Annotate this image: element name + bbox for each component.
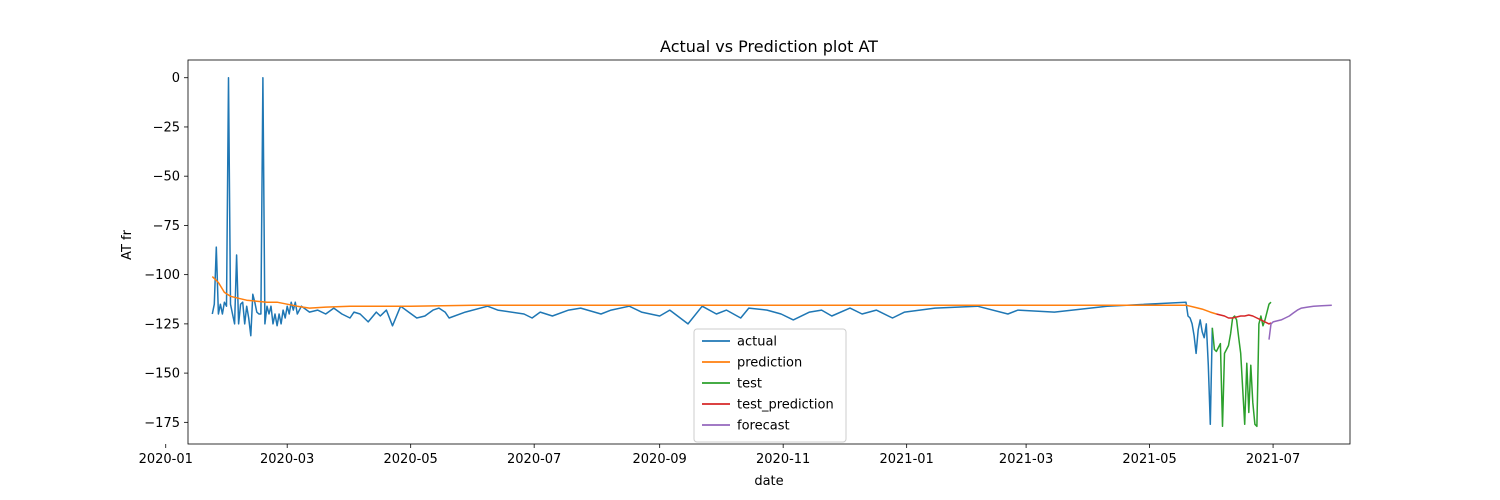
x-tick-label: 2020-01 [139, 452, 193, 467]
legend-entry: actual [737, 335, 777, 350]
series-layer [211, 76, 1332, 428]
y-tick-label: −175 [144, 416, 180, 431]
x-tick-label: 2021-05 [1122, 452, 1176, 467]
series-line-actual [211, 76, 1214, 426]
legend-entry: prediction [737, 356, 802, 371]
series-line-forecast [1268, 304, 1332, 340]
chart-title: Actual vs Prediction plot AT [660, 37, 878, 56]
x-tick-label: 2020-05 [384, 452, 438, 467]
legend-entry: forecast [737, 419, 790, 434]
plot-frame [187, 59, 1351, 445]
x-tick-label: 2021-07 [1246, 452, 1300, 467]
legend-entry: test_prediction [737, 398, 834, 413]
y-tick-label: 0 [172, 71, 180, 86]
series-line-test [1211, 301, 1272, 428]
legend-entry: test [737, 377, 762, 392]
legend-box [693, 328, 847, 443]
x-tick-label: 2020-07 [507, 452, 561, 467]
x-tick-label: 2021-01 [879, 452, 933, 467]
series-line-test-prediction [1216, 313, 1272, 325]
legend: actual prediction test test_predictionforec… [693, 328, 847, 443]
y-tick-label: −150 [144, 367, 180, 382]
x-axis-label: date [754, 474, 783, 489]
axes: 2020-01 2020-03 2020-05 2020-07 2020-09 2020-… [139, 59, 1351, 467]
x-tick-label: 2020-09 [633, 452, 687, 467]
x-tick-label: 2020-11 [756, 452, 810, 467]
x-tick-label: 2020-03 [260, 452, 314, 467]
x-tick-label: 2021-03 [999, 452, 1053, 467]
y-tick-label: −50 [153, 170, 180, 185]
y-tick-label: −75 [153, 219, 180, 234]
series-line-prediction [211, 276, 1217, 315]
y-tick-label: −25 [153, 120, 180, 135]
y-tick-label: −100 [144, 268, 180, 283]
y-axis-label: AT fr [120, 229, 135, 260]
y-tick-label: −125 [144, 317, 180, 332]
